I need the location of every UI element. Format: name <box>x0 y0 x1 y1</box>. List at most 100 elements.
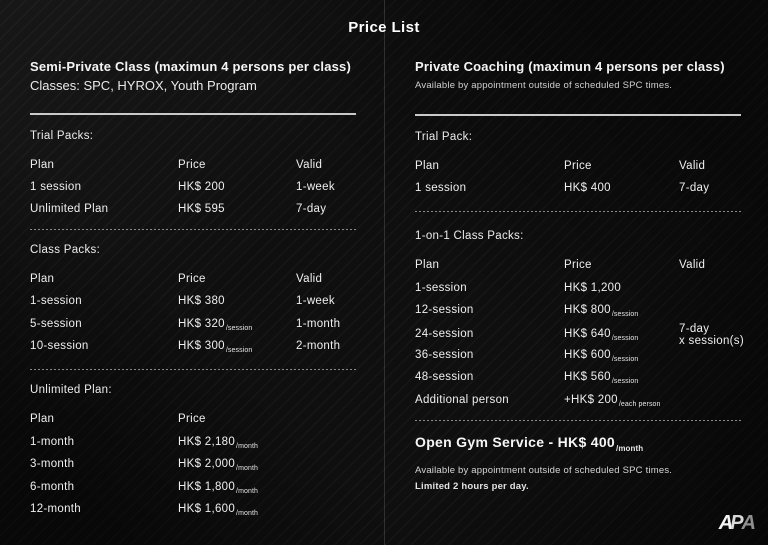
divider-solid <box>30 113 356 115</box>
price-value: HK$ 560 <box>564 371 611 384</box>
section-label-unlimited-plan: Unlimited Plan: <box>30 384 112 397</box>
table-row: 3-month HK$ 2,000/month <box>30 453 364 475</box>
price-value: HK$ 600 <box>564 349 611 362</box>
price-unit: /each person <box>618 400 661 408</box>
price-unit: /session <box>611 311 639 319</box>
open-gym-title: Open Gym Service - HK$ 400 <box>415 434 615 451</box>
divider-dotted <box>30 228 356 230</box>
table-row: 5-session HK$ 320/session 1-month <box>30 312 364 334</box>
table-header-row: Plan Price Valid <box>30 154 364 176</box>
column-header-valid: Valid <box>296 272 323 285</box>
cell-valid: 2-month <box>296 340 341 353</box>
apa-logo-letter: A <box>741 512 756 534</box>
table-row: 1 session HK$ 400 7-day <box>415 177 748 199</box>
apa-logo-letter: P <box>730 512 743 534</box>
open-gym-note-limit: Limited 2 hours per day. <box>415 481 529 493</box>
cell-plan: 24-session <box>415 328 474 341</box>
table-header-row: Plan Price Valid <box>415 155 748 177</box>
cell-valid: 1-month <box>296 317 341 330</box>
table-row: Unlimited Plan HK$ 595 7-day <box>30 198 364 220</box>
price-value: HK$ 320 <box>178 317 225 330</box>
semi-private-heading: Semi-Private Class (maximun 4 persons pe… <box>30 59 352 74</box>
cell-plan: 5-session <box>30 317 82 330</box>
price-unit: /month <box>236 487 259 495</box>
table-row: 48-session HK$ 560/session <box>415 366 748 388</box>
cell-plan: 1-month <box>30 435 75 448</box>
section-label-trial-pack: Trial Pack: <box>415 130 473 143</box>
table-row: 1 session HK$ 200 1-week <box>30 176 364 198</box>
column-header-plan: Plan <box>415 259 440 272</box>
cell-plan: 12-month <box>30 502 81 515</box>
column-header-price: Price <box>178 413 206 426</box>
one-on-one-class-packs-table: Plan Price Valid 1-session HK$ 1,200 12-… <box>415 254 748 411</box>
price-value: HK$ 380 <box>178 295 225 308</box>
semi-private-subheading: Classes: SPC, HYROX, Youth Program <box>30 78 257 93</box>
table-row: 1-session HK$ 380 1-week <box>30 290 364 312</box>
apa-logo: APA <box>718 512 756 535</box>
private-coaching-column: Private Coaching (maximun 4 persons per … <box>385 0 768 545</box>
column-header-plan: Plan <box>30 413 55 426</box>
open-gym-heading: Open Gym Service - HK$ 400/month <box>415 434 748 454</box>
column-header-plan: Plan <box>415 159 440 172</box>
valid-value: 7-day <box>679 323 710 336</box>
cell-valid: 7-day <box>679 182 710 195</box>
column-header-valid: Valid <box>679 159 706 172</box>
divider-dotted <box>415 211 741 213</box>
table-row: 1-session HK$ 1,200 <box>415 277 748 299</box>
cell-plan: 1-session <box>415 281 467 294</box>
price-unit: /month <box>616 444 644 454</box>
cell-price: HK$ 400 <box>564 182 679 194</box>
cell-plan: Unlimited Plan <box>30 203 109 216</box>
section-label-trial-packs: Trial Packs: <box>30 129 94 142</box>
price-value: HK$ 595 <box>178 203 225 216</box>
divider-solid <box>415 114 741 116</box>
cell-price: HK$ 2,000/month <box>178 458 296 472</box>
cell-price: HK$ 800/session <box>564 304 679 319</box>
cell-plan: 12-session <box>415 304 474 317</box>
column-header-price: Price <box>178 272 206 285</box>
section-label-class-packs: Class Packs: <box>30 243 101 256</box>
open-gym-notes: Available by appointment outside of sche… <box>415 463 748 495</box>
price-value: HK$ 2,180 <box>178 435 236 448</box>
column-header-valid: Valid <box>679 259 706 272</box>
divider-dotted <box>30 369 356 371</box>
table-row: 6-month HK$ 1,800/month <box>30 475 364 497</box>
table-header-row: Plan Price Valid <box>415 254 748 276</box>
price-unit: /session <box>611 378 639 386</box>
price-unit: /session <box>611 335 639 343</box>
column-header-price: Price <box>178 158 206 171</box>
price-unit: /session <box>225 324 253 332</box>
table-row: 36-session HK$ 600/session <box>415 344 748 366</box>
semi-private-column: Semi-Private Class (maximun 4 persons pe… <box>30 0 385 545</box>
semi-private-heading-block: Semi-Private Class (maximun 4 persons pe… <box>30 0 364 95</box>
column-header-price: Price <box>564 159 592 172</box>
column-header-plan: Plan <box>30 158 55 171</box>
cell-price: HK$ 200 <box>178 181 296 193</box>
price-value: HK$ 400 <box>564 182 611 195</box>
table-row: 12-month HK$ 1,600/month <box>30 498 364 520</box>
open-gym-note-availability: Available by appointment outside of sche… <box>415 465 673 477</box>
column-header-valid: Valid <box>296 158 323 171</box>
apa-logo-letter: A <box>718 512 733 534</box>
table-row: Additional person +HK$ 200/each person <box>415 389 748 411</box>
cell-price: HK$ 595 <box>178 203 296 215</box>
table-row: 24-session HK$ 640/session 7-day x sessio… <box>415 321 748 347</box>
price-unit: /session <box>611 356 639 364</box>
price-unit: /month <box>236 509 259 517</box>
private-coaching-heading-block: Private Coaching (maximun 4 persons per … <box>415 0 748 91</box>
cell-price: HK$ 1,800/month <box>178 481 296 495</box>
table-row: 12-session HK$ 800/session <box>415 299 748 321</box>
price-value: HK$ 2,000 <box>178 458 236 471</box>
cell-valid: 1-week <box>296 181 335 194</box>
cell-price: HK$ 320/session <box>178 317 296 332</box>
cell-plan: 3-month <box>30 458 75 471</box>
cell-plan: 48-session <box>415 371 474 384</box>
price-value: HK$ 200 <box>178 181 225 194</box>
private-coaching-heading: Private Coaching (maximun 4 persons per … <box>415 59 725 74</box>
price-value: HK$ 640 <box>564 328 611 341</box>
cell-price: HK$ 600/session <box>564 349 679 364</box>
cell-plan: 1-session <box>30 295 82 308</box>
cell-plan: 6-month <box>30 480 75 493</box>
cell-price: HK$ 560/session <box>564 371 679 386</box>
